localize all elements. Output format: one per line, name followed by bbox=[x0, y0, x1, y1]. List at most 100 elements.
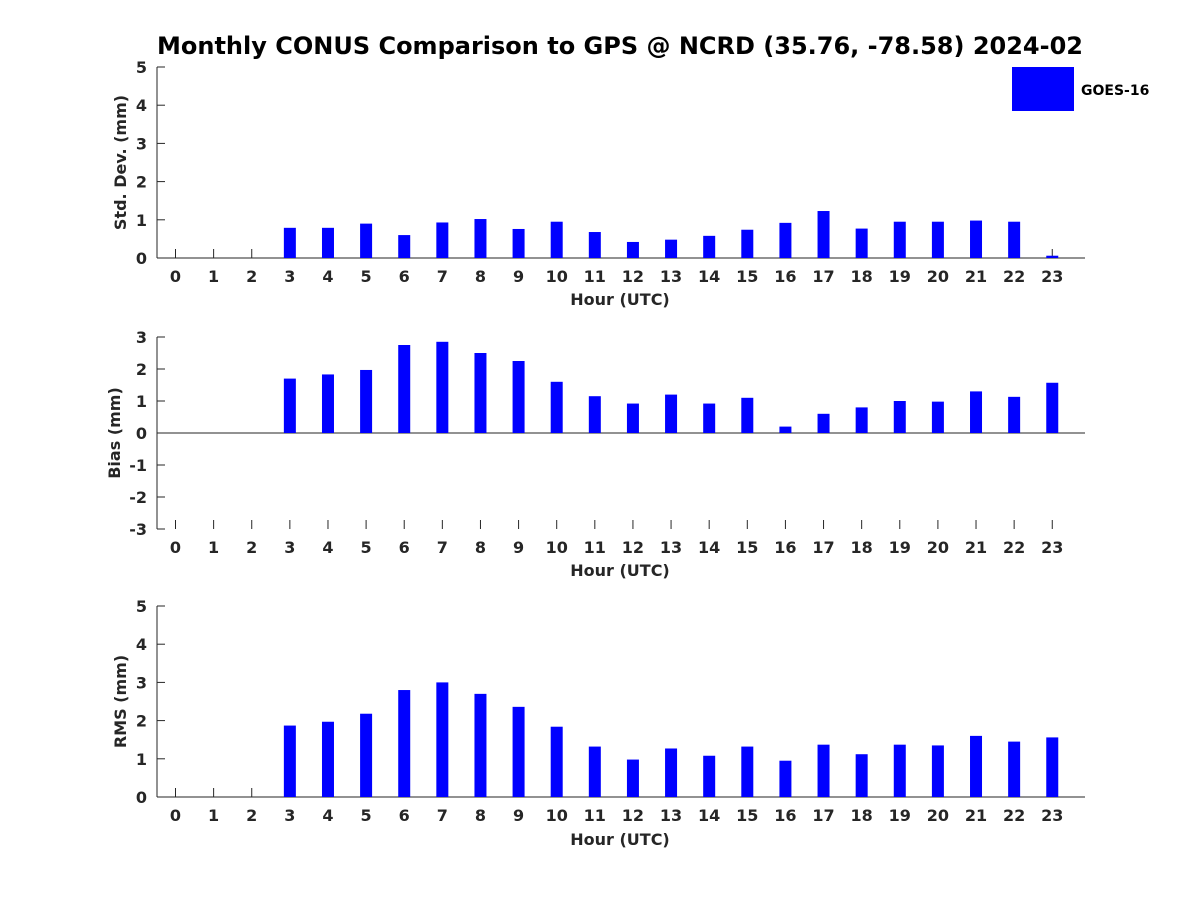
bar-hour-12 bbox=[626, 759, 639, 797]
x-tick-label: 13 bbox=[660, 267, 682, 286]
bar-hour-3 bbox=[283, 378, 296, 433]
bar-hour-23 bbox=[1046, 382, 1059, 433]
bar-hour-4 bbox=[321, 374, 334, 433]
bar-hour-15 bbox=[741, 397, 754, 433]
x-axis-label: Hour (UTC) bbox=[570, 830, 670, 849]
bar-hour-12 bbox=[626, 403, 639, 433]
x-tick-label: 3 bbox=[284, 538, 295, 557]
x-tick-label: 13 bbox=[660, 806, 682, 825]
y-tick-label: -1 bbox=[129, 456, 147, 475]
x-tick-label: 6 bbox=[399, 538, 410, 557]
x-axis-label: Hour (UTC) bbox=[570, 561, 670, 580]
y-tick-label: 2 bbox=[136, 360, 147, 379]
chart-title: Monthly CONUS Comparison to GPS @ NCRD (… bbox=[157, 32, 1083, 60]
bar-hour-3 bbox=[283, 227, 296, 258]
bar-hour-3 bbox=[283, 725, 296, 797]
y-tick-label: 1 bbox=[136, 392, 147, 411]
y-axis-label: RMS (mm) bbox=[111, 655, 130, 748]
bar-hour-14 bbox=[703, 755, 716, 797]
x-tick-label: 20 bbox=[927, 538, 949, 557]
bar-hour-18 bbox=[855, 407, 868, 433]
bar-hour-18 bbox=[855, 228, 868, 258]
x-tick-label: 19 bbox=[889, 806, 911, 825]
bar-hour-7 bbox=[436, 682, 449, 797]
x-tick-label: 0 bbox=[170, 806, 181, 825]
x-tick-label: 22 bbox=[1003, 538, 1025, 557]
legend-swatch-goes-16 bbox=[1012, 67, 1074, 111]
y-tick-label: 1 bbox=[136, 211, 147, 230]
x-tick-label: 20 bbox=[927, 806, 949, 825]
bar-hour-16 bbox=[779, 426, 792, 433]
bar-hour-15 bbox=[741, 229, 754, 258]
bar-hour-11 bbox=[588, 396, 601, 433]
bar-hour-12 bbox=[626, 241, 639, 258]
x-tick-label: 1 bbox=[208, 806, 219, 825]
bar-hour-6 bbox=[398, 345, 411, 433]
y-tick-label: 0 bbox=[136, 788, 147, 807]
y-tick-label: 0 bbox=[136, 424, 147, 443]
x-tick-label: 0 bbox=[170, 267, 181, 286]
bar-hour-20 bbox=[931, 401, 944, 433]
x-tick-label: 2 bbox=[246, 538, 257, 557]
bar-hour-10 bbox=[550, 726, 563, 797]
bar-hour-14 bbox=[703, 403, 716, 433]
y-tick-label: 5 bbox=[136, 58, 147, 77]
x-tick-label: 7 bbox=[437, 806, 448, 825]
x-tick-label: 6 bbox=[399, 806, 410, 825]
bar-hour-5 bbox=[360, 713, 373, 797]
bar-hour-23 bbox=[1046, 255, 1059, 258]
x-tick-label: 0 bbox=[170, 538, 181, 557]
x-tick-label: 9 bbox=[513, 538, 524, 557]
bar-hour-8 bbox=[474, 353, 487, 433]
y-tick-label: 3 bbox=[136, 673, 147, 692]
x-tick-label: 19 bbox=[889, 538, 911, 557]
bar-hour-7 bbox=[436, 341, 449, 433]
x-tick-label: 10 bbox=[546, 267, 568, 286]
x-tick-label: 8 bbox=[475, 806, 486, 825]
bar-hour-7 bbox=[436, 222, 449, 258]
x-tick-label: 13 bbox=[660, 538, 682, 557]
x-tick-label: 20 bbox=[927, 267, 949, 286]
x-tick-label: 18 bbox=[851, 267, 873, 286]
bar-hour-5 bbox=[360, 369, 373, 433]
bar-hour-5 bbox=[360, 223, 373, 258]
bar-hour-6 bbox=[398, 690, 411, 797]
x-tick-label: 16 bbox=[774, 267, 796, 286]
y-tick-label: 4 bbox=[136, 635, 147, 654]
bar-hour-13 bbox=[665, 748, 678, 797]
x-tick-label: 17 bbox=[812, 806, 834, 825]
bar-hour-19 bbox=[893, 401, 906, 433]
x-tick-label: 14 bbox=[698, 538, 720, 557]
x-tick-label: 12 bbox=[622, 267, 644, 286]
legend-label-goes-16: GOES-16 bbox=[1081, 83, 1149, 99]
x-tick-label: 3 bbox=[284, 267, 295, 286]
y-tick-label: 1 bbox=[136, 750, 147, 769]
x-tick-label: 21 bbox=[965, 267, 987, 286]
bar-hour-20 bbox=[931, 745, 944, 797]
x-tick-label: 4 bbox=[322, 538, 333, 557]
bar-hour-22 bbox=[1008, 396, 1021, 433]
x-tick-label: 11 bbox=[584, 806, 606, 825]
bar-hour-4 bbox=[321, 721, 334, 797]
bar-hour-9 bbox=[512, 706, 525, 797]
bar-hour-17 bbox=[817, 744, 830, 797]
x-tick-label: 3 bbox=[284, 806, 295, 825]
bar-hour-13 bbox=[665, 394, 678, 433]
x-tick-label: 14 bbox=[698, 806, 720, 825]
bar-hour-22 bbox=[1008, 741, 1021, 797]
x-tick-label: 17 bbox=[812, 538, 834, 557]
x-tick-label: 1 bbox=[208, 267, 219, 286]
x-tick-label: 15 bbox=[736, 806, 758, 825]
x-tick-label: 12 bbox=[622, 806, 644, 825]
x-tick-label: 23 bbox=[1041, 806, 1063, 825]
bar-hour-4 bbox=[321, 227, 334, 258]
bar-hour-10 bbox=[550, 381, 563, 433]
bar-hour-18 bbox=[855, 754, 868, 797]
bar-hour-11 bbox=[588, 746, 601, 797]
x-tick-label: 6 bbox=[399, 267, 410, 286]
bar-hour-16 bbox=[779, 760, 792, 797]
legend: GOES-16 bbox=[1012, 67, 1149, 111]
x-tick-label: 4 bbox=[322, 806, 333, 825]
